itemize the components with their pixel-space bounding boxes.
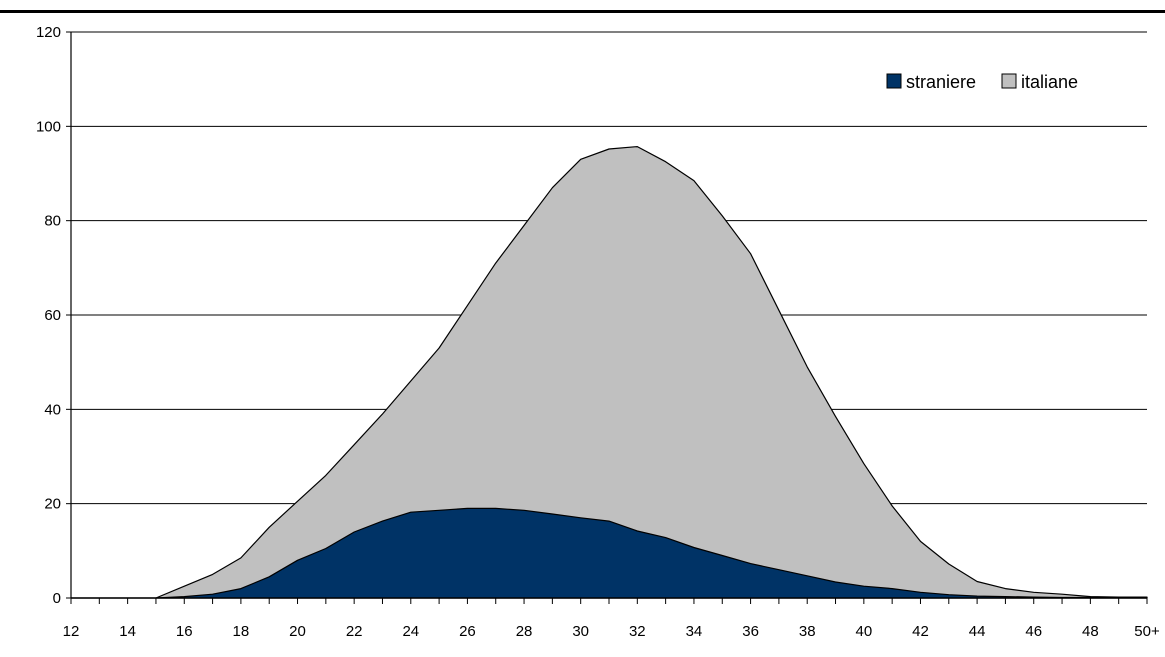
y-tick-label: 80: [44, 213, 61, 230]
x-tick-label: 46: [1025, 623, 1042, 640]
legend-swatch-italiane: [1001, 73, 1017, 89]
y-tick-label: 20: [44, 496, 61, 513]
top-rule: [0, 10, 1165, 13]
x-tick-label: 44: [969, 623, 986, 640]
x-tick-label: 38: [799, 623, 816, 640]
legend-label-italiane: italiane: [1021, 72, 1078, 92]
area-italiane: [70, 146, 1148, 599]
legend-label-straniere: straniere: [906, 72, 976, 92]
legend-swatch-straniere: [886, 73, 902, 89]
legend: straniere italiane: [886, 72, 1078, 92]
x-tick-label: 36: [742, 623, 759, 640]
x-tick-label: 12: [63, 623, 80, 640]
y-tick-label: 40: [44, 401, 61, 418]
x-tick-label: 24: [402, 623, 419, 640]
area-layer: [70, 146, 1148, 599]
axis-layer: 0 20 40 60 80 100 120 12 14 16 18 20 22 24 26 28 30 32 34 3…: [36, 24, 1160, 640]
x-tick-label: 14: [119, 623, 136, 640]
y-tick-label: 120: [36, 24, 61, 41]
x-tick-label: 18: [233, 623, 250, 640]
x-tick-label: 28: [516, 623, 533, 640]
area-straniere: [70, 507, 1148, 599]
x-tick-label: 48: [1082, 623, 1099, 640]
x-tick-label: 22: [346, 623, 363, 640]
x-tick-label: 16: [176, 623, 193, 640]
x-tick-label: 26: [459, 623, 476, 640]
y-tick-label: 0: [53, 590, 61, 607]
x-tick-label: 32: [629, 623, 646, 640]
x-tick-label: 50+: [1134, 623, 1160, 640]
x-tick-label: 40: [855, 623, 872, 640]
x-tick-label: 30: [572, 623, 589, 640]
x-tick-label: 34: [686, 623, 703, 640]
y-tick-label: 60: [44, 307, 61, 324]
x-tick-label: 42: [912, 623, 929, 640]
y-tick-label: 100: [36, 118, 61, 135]
x-tick-label: 20: [289, 623, 306, 640]
